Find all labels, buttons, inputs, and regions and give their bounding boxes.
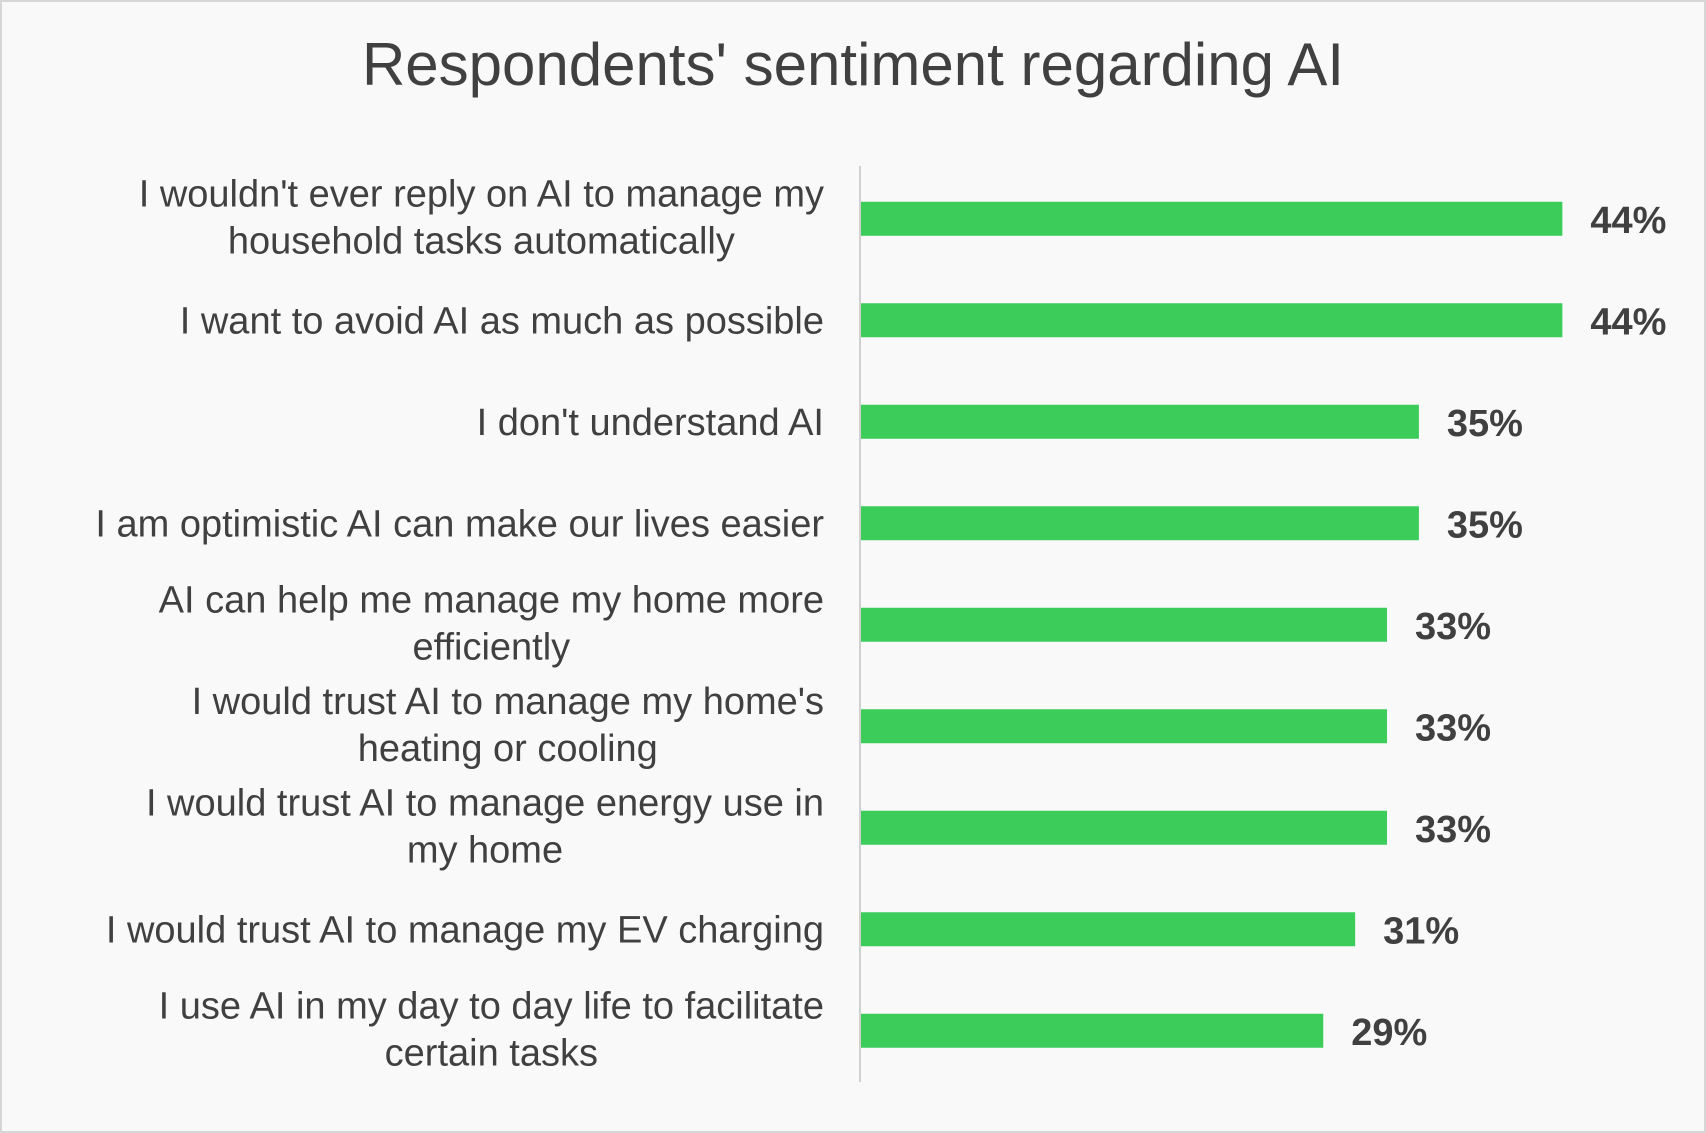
category-label-5-line-1: AI can help me manage my home more: [159, 579, 824, 621]
category-label-1: I wouldn't ever reply on AI to manage my…: [139, 173, 824, 262]
bar-5: [861, 607, 1388, 642]
category-label-6-line-2: heating or cooling: [358, 728, 658, 770]
value-label-5: 33%: [1415, 606, 1491, 648]
value-label-7: 33%: [1415, 809, 1491, 851]
value-label-9: 29%: [1351, 1012, 1427, 1054]
category-label-3: I don't understand AI: [477, 402, 824, 444]
category-label-7-line-2: my home: [407, 829, 563, 871]
category-label-5: AI can help me manage my home more effici…: [159, 579, 824, 668]
category-label-4: I am optimistic AI can make our lives ea…: [95, 503, 824, 545]
value-label-4: 35%: [1447, 504, 1523, 546]
bar-2: [861, 303, 1563, 338]
category-label-9-line-2: certain tasks: [385, 1032, 598, 1074]
category-label-6: I would trust AI to manage my home's heat…: [192, 681, 824, 770]
bar-8: [861, 912, 1356, 947]
value-label-8: 31%: [1383, 910, 1459, 952]
value-labels-group: 44% 44% 35% 35% 33% 33% 33% 31% 29%: [1351, 200, 1666, 1054]
bar-9: [861, 1013, 1324, 1048]
category-label-2-line-1: I want to avoid AI as much as possible: [180, 300, 824, 342]
category-label-7-line-1: I would trust AI to manage energy use in: [146, 782, 824, 824]
category-label-1-line-1: I wouldn't ever reply on AI to manage my: [139, 173, 824, 215]
category-label-7: I would trust AI to manage energy use in…: [146, 782, 824, 871]
value-label-1: 44%: [1590, 200, 1666, 242]
category-label-2: I want to avoid AI as much as possible: [180, 300, 824, 342]
value-label-6: 33%: [1415, 707, 1491, 749]
category-label-9: I use AI in my day to day life to facili…: [159, 985, 824, 1074]
category-label-1-line-2: household tasks automatically: [228, 220, 735, 262]
category-label-6-line-1: I would trust AI to manage my home's: [192, 681, 824, 723]
chart-title: Respondents' sentiment regarding AI: [361, 31, 1345, 98]
category-label-5-line-2: efficiently: [412, 626, 570, 668]
category-label-3-line-1: I don't understand AI: [477, 402, 824, 444]
bar-1: [861, 201, 1563, 236]
category-label-8: I would trust AI to manage my EV chargin…: [106, 909, 824, 951]
category-label-9-line-1: I use AI in my day to day life to facili…: [159, 985, 824, 1027]
category-label-8-line-1: I would trust AI to manage my EV chargin…: [106, 909, 824, 951]
bar-7: [861, 810, 1388, 845]
value-label-2: 44%: [1590, 301, 1666, 343]
value-label-3: 35%: [1447, 403, 1523, 445]
bar-4: [861, 506, 1419, 541]
category-labels-group: I wouldn't ever reply on AI to manage my…: [95, 173, 824, 1074]
bar-3: [861, 404, 1419, 439]
bar-6: [861, 709, 1388, 744]
bars-group: [861, 201, 1563, 1048]
category-label-4-line-1: I am optimistic AI can make our lives ea…: [95, 503, 824, 545]
